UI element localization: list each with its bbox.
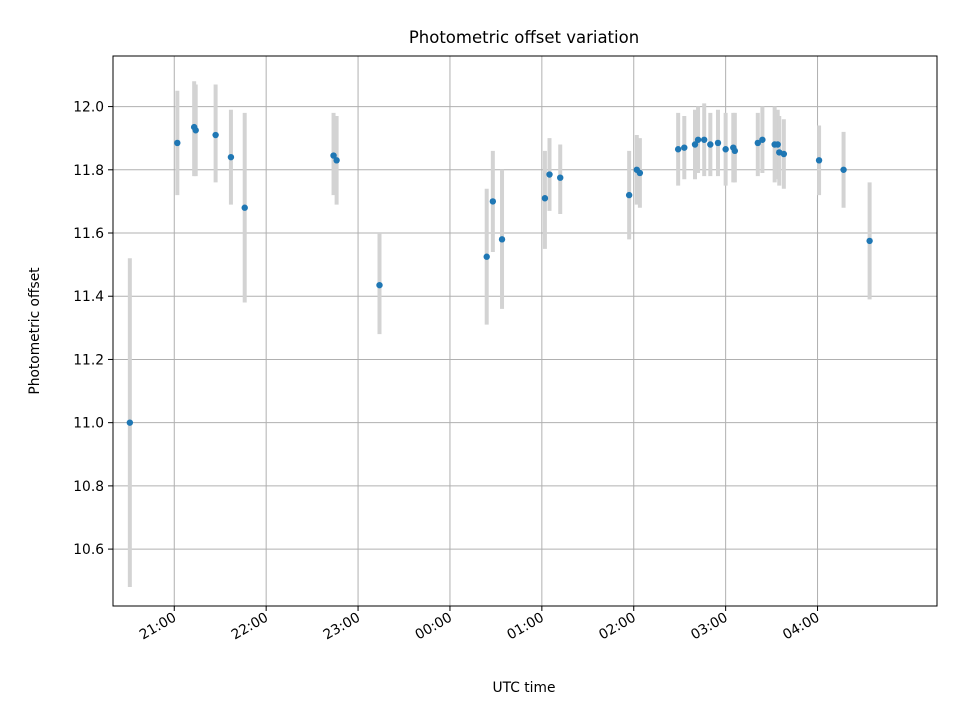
data-point — [483, 253, 490, 260]
data-point — [241, 204, 248, 211]
data-point — [754, 139, 762, 147]
data-point — [546, 171, 553, 178]
data-point — [714, 139, 722, 147]
data-point — [174, 139, 181, 147]
data-point — [780, 150, 788, 158]
data-point — [694, 136, 702, 143]
x-tick-label: 21:00 — [137, 610, 179, 644]
y-tick-label: 10.6 — [73, 542, 104, 558]
data-point — [731, 147, 739, 155]
y-tick-label: 12.0 — [73, 100, 104, 116]
data-point — [840, 166, 847, 173]
data-point — [722, 146, 729, 153]
data-points — [126, 123, 873, 426]
grid — [113, 56, 937, 606]
data-point — [774, 141, 781, 148]
data-point — [212, 131, 219, 139]
data-point — [557, 174, 564, 181]
data-point — [681, 144, 688, 151]
x-tick-label: 03:00 — [688, 610, 730, 644]
y-tick-label: 11.6 — [73, 226, 104, 242]
chart-title: Photometric offset variation — [409, 28, 639, 47]
x-tick-label: 00:00 — [413, 610, 455, 644]
data-point — [489, 198, 497, 205]
x-tick-label: 01:00 — [504, 610, 546, 644]
data-point — [126, 419, 134, 426]
y-ticks: 10.6 10.8 11.0 11.2 11.4 11.6 11.8 12.0 — [73, 100, 113, 558]
x-tick-label: 22:00 — [229, 610, 271, 644]
data-point — [636, 169, 644, 177]
error-bars — [127, 81, 872, 588]
data-point — [691, 141, 699, 148]
data-point — [376, 281, 383, 289]
y-tick-label: 10.8 — [73, 479, 104, 495]
y-tick-label: 11.8 — [73, 163, 104, 179]
x-tick-label: 23:00 — [321, 610, 363, 644]
x-ticks: 21:00 22:00 23:00 00:00 01:00 02:00 03:00 04:00 — [137, 606, 823, 643]
data-point — [700, 136, 708, 143]
data-point — [330, 152, 337, 159]
data-point — [674, 146, 682, 153]
data-point — [815, 157, 823, 164]
y-axis-label: Photometric offset — [27, 267, 43, 395]
data-point — [192, 127, 199, 134]
data-point — [227, 153, 235, 161]
data-point — [541, 195, 549, 202]
data-point — [625, 191, 633, 199]
y-tick-label: 11.2 — [73, 352, 104, 368]
data-point — [498, 236, 506, 243]
data-point — [333, 157, 340, 164]
data-point — [707, 141, 714, 148]
x-tick-label: 02:00 — [596, 610, 638, 644]
data-point — [866, 237, 873, 245]
x-axis-label: UTC time — [493, 680, 556, 696]
plot-frame — [112, 55, 938, 607]
y-tick-label: 11.4 — [73, 289, 104, 305]
data-point — [759, 136, 766, 143]
x-tick-label: 04:00 — [780, 610, 822, 644]
y-tick-label: 11.0 — [73, 416, 104, 432]
